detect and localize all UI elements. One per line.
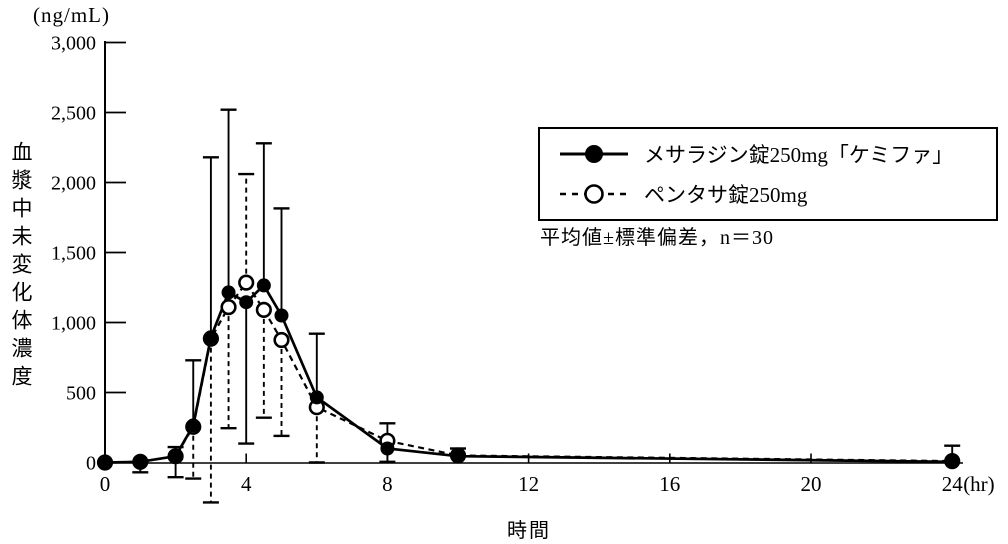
filled-circle-marker — [98, 455, 112, 470]
y-tick-label: 1,000 — [51, 313, 96, 335]
filled-circle-marker — [168, 449, 183, 464]
y-tick-label: 1,500 — [51, 243, 96, 265]
legend-box: メサラジン錠250mg「ケミファ」 ペンタサ錠250mg — [538, 127, 998, 221]
x-tick-label: 16 — [659, 472, 680, 496]
y-axis: 0 500 1,000 1,500 2,000 2,500 3,000 — [51, 33, 126, 475]
filled-circle-solid-line-icon — [560, 145, 628, 163]
filled-circle-marker — [945, 454, 960, 469]
filled-circle-marker — [309, 390, 324, 405]
x-axis-title: 時間 — [507, 520, 551, 542]
x-axis: 0 4 8 12 16 20 24 (hr) — [100, 453, 995, 496]
open-circle-marker — [273, 331, 290, 349]
stats-note: 平均値±標準偏差，n＝30 — [540, 227, 774, 249]
y-tick-label: 500 — [66, 383, 96, 405]
filled-circle-marker — [380, 441, 395, 456]
x-tick-label: 24 — [942, 472, 964, 496]
series-markers-filled — [98, 278, 960, 470]
filled-circle-marker — [221, 285, 236, 300]
open-circle-marker — [220, 299, 237, 316]
y-tick-label: 2,000 — [51, 173, 96, 195]
filled-circle-marker — [203, 330, 218, 345]
x-tick-label: 0 — [100, 472, 111, 496]
x-tick-label: 12 — [518, 472, 539, 496]
x-tick-label: 8 — [382, 472, 393, 496]
legend-item: メサラジン錠250mg「ケミファ」 — [558, 134, 996, 174]
x-axis-unit-label: (hr) — [963, 472, 994, 496]
y-axis-title: 血漿中未変化体濃度 — [9, 141, 33, 393]
filled-circle-marker — [274, 308, 289, 323]
filled-circle-marker — [451, 449, 465, 464]
open-circle-dashed-line-icon — [560, 184, 628, 204]
filled-circle-marker — [239, 295, 254, 310]
error-bars-filled-series — [132, 108, 961, 479]
error-bars-open-series — [185, 172, 325, 504]
open-circle-marker — [238, 274, 255, 291]
x-tick-label: 4 — [241, 472, 252, 496]
filled-circle-marker — [133, 454, 148, 469]
legend-label: ペンタサ錠250mg — [644, 183, 808, 207]
legend-label: メサラジン錠250mg「ケミファ」 — [644, 143, 954, 167]
series-markers-open — [96, 274, 961, 471]
x-tick-label: 20 — [801, 472, 822, 496]
legend-item: ペンタサ錠250mg — [558, 174, 996, 214]
filled-circle-marker — [256, 278, 271, 293]
open-circle-marker — [255, 301, 272, 319]
y-tick-label: 3,000 — [51, 33, 96, 55]
y-tick-label: 2,500 — [51, 103, 96, 125]
y-axis-unit-label: (ng/mL) — [33, 3, 110, 27]
filled-circle-marker — [186, 418, 201, 433]
y-tick-label: 0 — [86, 453, 96, 475]
